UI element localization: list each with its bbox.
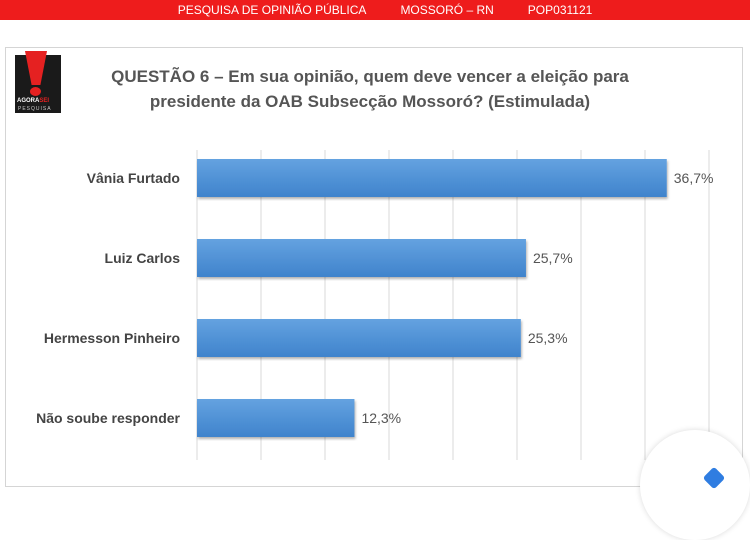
category-label: Vânia Furtado xyxy=(87,170,180,186)
header-banner: PESQUISA DE OPINIÃO PÚBLICA MOSSORÓ – RN… xyxy=(0,0,750,20)
title-line-2: presidente da OAB Subsecção Mossoró? (Es… xyxy=(149,92,591,111)
survey-title: PESQUISA DE OPINIÃO PÚBLICA xyxy=(177,3,367,17)
title-line-1: QUESTÃO 6 – Em sua opinião, quem deve ve… xyxy=(111,67,629,86)
bar xyxy=(197,159,667,197)
category-label: Hermesson Pinheiro xyxy=(44,330,180,346)
data-label: 12,3% xyxy=(361,410,401,426)
agorasei-logo: AGORASEI PESQUISA xyxy=(15,51,61,113)
bar xyxy=(197,399,355,437)
floating-action-button[interactable] xyxy=(640,430,750,540)
data-label: 25,7% xyxy=(533,250,573,266)
navigation-icon xyxy=(702,466,726,490)
chart-title: QUESTÃO 6 – Em sua opinião, quem deve ve… xyxy=(90,64,650,114)
bar xyxy=(197,319,521,357)
survey-location: MOSSORÓ – RN xyxy=(400,3,494,17)
bar-chart: Vânia Furtado 36,7% Luiz Carlos 25,7% Hermes… xyxy=(36,150,714,460)
data-label: 36,7% xyxy=(674,170,714,186)
category-label: Não soube responder xyxy=(36,410,180,426)
bar xyxy=(197,239,526,277)
data-label: 25,3% xyxy=(528,330,568,346)
survey-code: POP031121 xyxy=(527,3,593,17)
category-label: Luiz Carlos xyxy=(105,250,181,266)
